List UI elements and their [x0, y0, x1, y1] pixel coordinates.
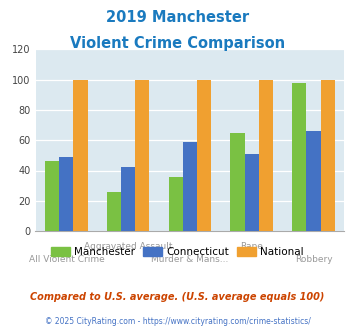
Bar [321, 80, 335, 231]
Bar [230, 133, 245, 231]
Bar [59, 157, 73, 231]
Bar [107, 192, 121, 231]
Text: © 2025 CityRating.com - https://www.cityrating.com/crime-statistics/: © 2025 CityRating.com - https://www.city… [45, 317, 310, 326]
Legend: Manchester, Connecticut, National: Manchester, Connecticut, National [47, 243, 308, 261]
Bar [135, 80, 149, 231]
Bar [73, 80, 88, 231]
Bar [292, 83, 306, 231]
Bar [121, 167, 135, 231]
Bar [183, 142, 197, 231]
Text: Violent Crime Comparison: Violent Crime Comparison [70, 36, 285, 51]
Text: Rape: Rape [240, 242, 263, 251]
Bar [169, 177, 183, 231]
Bar [259, 80, 273, 231]
Bar [245, 154, 259, 231]
Text: Aggravated Assault: Aggravated Assault [84, 242, 173, 251]
Text: All Violent Crime: All Violent Crime [28, 255, 104, 264]
Text: Robbery: Robbery [295, 255, 332, 264]
Bar [197, 80, 211, 231]
Bar [45, 161, 59, 231]
Text: 2019 Manchester: 2019 Manchester [106, 10, 249, 25]
Text: Murder & Mans...: Murder & Mans... [151, 255, 229, 264]
Text: Compared to U.S. average. (U.S. average equals 100): Compared to U.S. average. (U.S. average … [30, 292, 325, 302]
Bar [306, 131, 321, 231]
